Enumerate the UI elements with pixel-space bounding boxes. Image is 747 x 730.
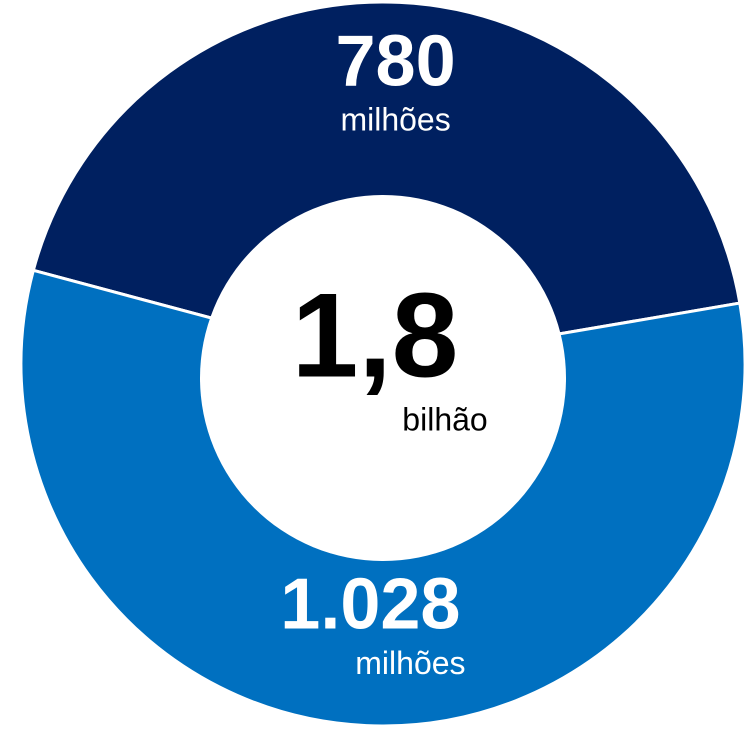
donut-slice bbox=[31, 0, 742, 366]
value-label: 780 bbox=[336, 21, 456, 101]
donut-hole bbox=[200, 195, 566, 561]
unit-label: milhões bbox=[340, 102, 450, 138]
center-unit: bilhão bbox=[402, 401, 487, 437]
value-label: 1.028 bbox=[280, 565, 460, 645]
unit-label: milhões bbox=[355, 645, 465, 681]
center-label: 1,8 bbox=[292, 269, 459, 403]
